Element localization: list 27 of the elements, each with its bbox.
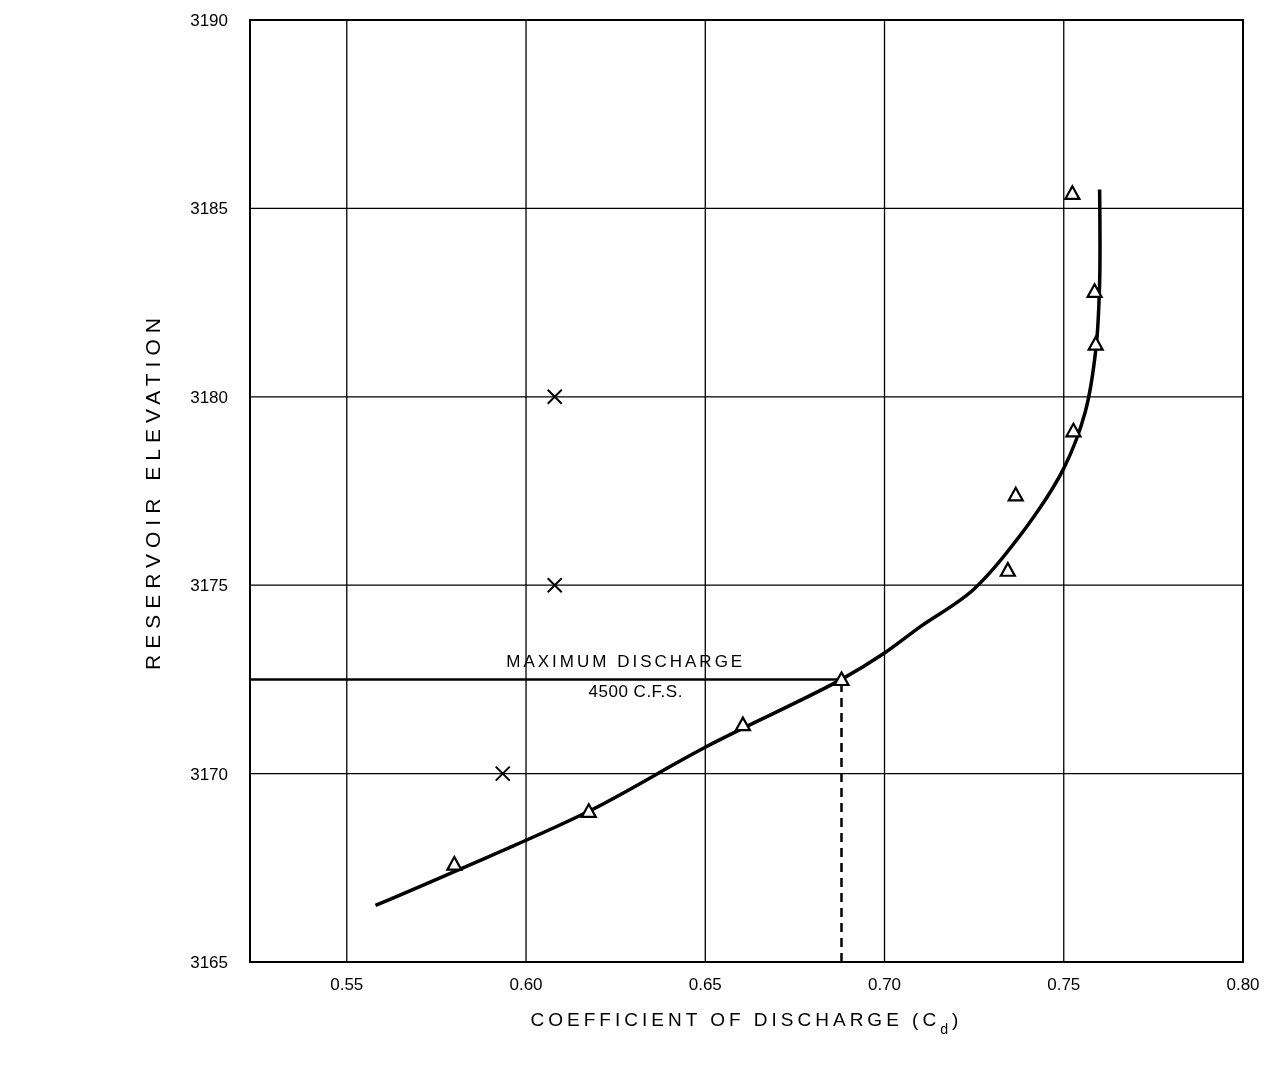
y-tick-label: 3175 xyxy=(190,576,228,596)
point xyxy=(580,803,597,818)
point xyxy=(1064,185,1081,201)
x-tick-label: 0.80 xyxy=(1226,975,1260,994)
x-tick-label: 0.55 xyxy=(330,975,364,994)
x-tick-label: 0.60 xyxy=(509,975,543,994)
x-tick-label: 0.65 xyxy=(688,975,722,994)
y-tick-label: 3190 xyxy=(190,11,228,30)
point xyxy=(1086,283,1103,298)
x-axis-title: COEFFICIENT OF DISCHARGE (C$_{d}$) xyxy=(530,1009,963,1037)
point xyxy=(833,671,850,687)
point xyxy=(999,562,1016,577)
point xyxy=(446,855,463,871)
y-tick-label: 3180 xyxy=(190,387,228,407)
point xyxy=(546,388,563,405)
point xyxy=(1007,486,1024,502)
point xyxy=(1065,422,1082,438)
y-axis-title: RESERVOIR ELEVATION xyxy=(141,312,164,670)
y-tick-label: 3170 xyxy=(190,764,228,784)
point xyxy=(494,765,511,782)
x-tick-label: 0.70 xyxy=(867,975,902,994)
point xyxy=(1087,335,1104,351)
x-tick-label: 0.75 xyxy=(1047,975,1081,994)
y-tick-label: 3165 xyxy=(190,953,228,972)
point xyxy=(734,716,752,732)
y-tick-label: 3185 xyxy=(190,199,228,219)
point xyxy=(546,577,563,594)
